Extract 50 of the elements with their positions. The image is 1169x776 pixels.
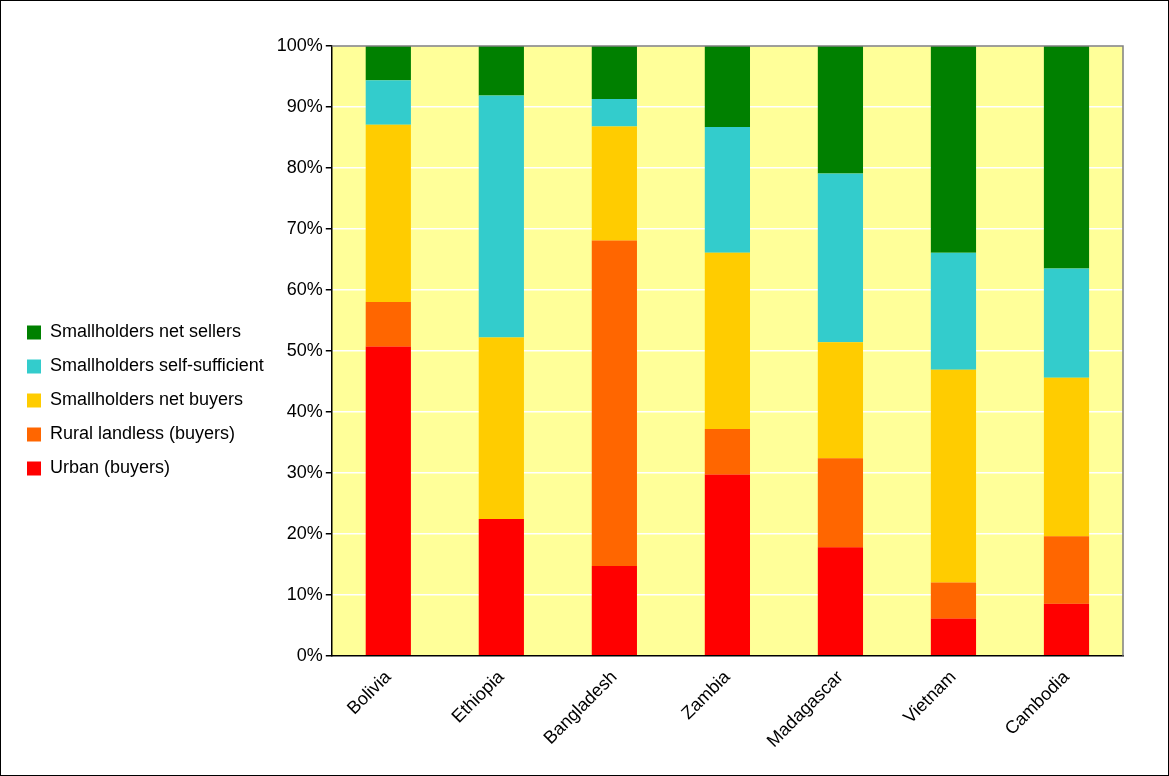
legend-label: Rural landless (buyers) [50,423,236,444]
bar [478,95,524,338]
bar [1043,268,1090,378]
bar [478,337,524,520]
bar [478,46,524,96]
bar [591,99,637,127]
legend-label: Smallholders self-sufficient [50,355,264,376]
y-tick-label: 40% [286,400,323,421]
bar [1043,377,1090,537]
y-tick-label: 60% [286,278,323,299]
legend-label: Urban (buyers) [50,457,171,478]
y-tick-label: 30% [286,461,323,482]
bar [704,474,750,655]
bar [817,173,864,343]
bar [365,346,411,655]
bar [930,252,977,370]
y-tick-label: 70% [286,217,323,238]
y-tick-label: 0% [296,644,323,665]
bar [1043,46,1090,269]
bar [704,252,750,429]
bar [930,369,977,583]
y-tick-label: 80% [286,156,323,177]
bar [591,126,637,241]
bar [817,547,864,655]
bar [591,46,637,100]
bar [704,127,750,253]
bar [365,302,411,347]
bar [930,582,977,619]
bar [591,240,637,567]
legend-label: Smallholders net buyers [50,389,244,410]
bar [478,519,524,655]
bar [365,46,411,81]
bar [591,566,637,655]
bar [1043,603,1090,655]
bar [930,618,977,655]
bar [365,80,411,125]
y-tick-label: 10% [286,583,323,604]
y-tick-label: 100% [276,34,323,55]
y-tick-label: 90% [286,95,323,116]
y-tick-label: 20% [286,522,323,543]
y-tick-label: 50% [286,339,323,360]
legend-label: Smallholders net sellers [50,321,242,342]
bar [817,342,864,459]
bar [817,458,864,548]
bar [704,46,750,128]
bar [817,46,864,174]
bar [704,428,750,475]
bar [1043,536,1090,604]
bar [365,124,411,303]
bar [930,46,977,253]
